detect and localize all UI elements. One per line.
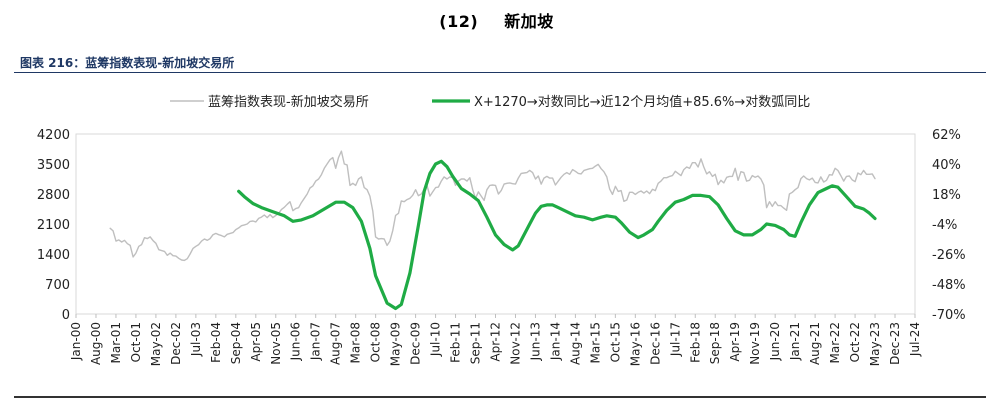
legend-label: 蓝筹指数表现-新加坡交易所 <box>208 94 369 110</box>
left-tick-label: 0 <box>62 308 70 323</box>
x-tick-label: May-02 <box>149 322 163 366</box>
x-tick-label: Mar-15 <box>588 322 602 363</box>
section-title: 新加坡 <box>504 12 554 31</box>
x-tick-label: Nov-19 <box>748 322 762 365</box>
x-axis: Jan-00 Aug-00 Mar-01 Oct-01 May-02 Dec-02 Jul-… <box>69 314 922 366</box>
x-tick-label: Aug-21 <box>808 322 822 365</box>
x-tick-label: Oct-22 <box>848 322 862 362</box>
left-y-axis: 0 700 1400 2100 2800 3500 4200 <box>37 128 70 323</box>
x-tick-label: Feb-18 <box>688 322 702 363</box>
x-tick-label: Jul-24 <box>908 322 922 357</box>
x-tick-label: Oct-01 <box>129 322 143 362</box>
right-tick-label: -70% <box>932 308 966 323</box>
x-tick-label: Jan-14 <box>548 322 562 361</box>
x-tick-label: Mar-01 <box>109 322 123 363</box>
plot-frame <box>75 133 916 315</box>
x-tick-label: Jan-21 <box>788 322 802 361</box>
x-tick-label: Apr-19 <box>728 322 742 362</box>
x-tick-label: May-09 <box>389 322 403 366</box>
x-tick-label: Mar-08 <box>349 322 363 363</box>
top-divider <box>14 72 986 73</box>
section-number: (12) <box>439 12 479 31</box>
x-tick-label: Sep-18 <box>708 322 722 364</box>
x-tick-label: Jul-03 <box>189 322 203 357</box>
x-tick-label: Jan-00 <box>69 322 83 361</box>
left-tick-label: 2100 <box>37 218 70 233</box>
x-tick-label: Mar-22 <box>828 322 842 363</box>
x-tick-label: Jun-06 <box>289 322 303 361</box>
right-tick-label: -48% <box>932 278 966 293</box>
left-tick-label: 3500 <box>37 158 70 173</box>
x-tick-label: Apr-05 <box>249 322 263 362</box>
right-tick-label: 18% <box>932 188 961 203</box>
x-tick-label: Dec-16 <box>648 322 662 365</box>
left-tick-label: 2800 <box>37 188 70 203</box>
x-tick-label: Feb-04 <box>209 322 223 363</box>
right-tick-label: 62% <box>932 128 961 143</box>
x-tick-label: Nov-05 <box>269 322 283 365</box>
series-layer <box>109 150 877 311</box>
figure-title: 图表 216：蓝筹指数表现-新加坡交易所 <box>20 56 235 70</box>
x-tick-label: May-23 <box>868 322 882 366</box>
x-tick-label: Dec-09 <box>409 322 423 365</box>
section-heading: (12) 新加坡 <box>0 8 993 32</box>
indicator-line <box>237 159 877 311</box>
right-tick-label: -26% <box>932 248 966 263</box>
x-tick-label: Dec-23 <box>888 322 902 365</box>
x-tick-label: Oct-15 <box>608 322 622 362</box>
x-tick-label: Jul-17 <box>668 322 682 357</box>
x-tick-label: Apr-12 <box>489 322 503 362</box>
legend: 蓝筹指数表现-新加坡交易所 X+1270→对数同比→近12个月均值+85.6%→对… <box>170 94 810 110</box>
x-tick-label: Jan-07 <box>309 322 323 361</box>
x-tick-label: Aug-07 <box>329 322 343 365</box>
legend-label: X+1270→对数同比→近12个月均值+85.6%→对数弧同比 <box>474 94 810 110</box>
x-tick-label: Sep-04 <box>229 322 243 364</box>
right-tick-label: -4% <box>932 218 957 233</box>
x-tick-label: Jun-13 <box>528 322 542 361</box>
x-tick-label: Oct-08 <box>369 322 383 362</box>
x-tick-label: Feb-11 <box>449 322 463 363</box>
plot-border <box>75 133 916 315</box>
x-tick-label: Dec-02 <box>169 322 183 365</box>
right-tick-label: 40% <box>932 158 961 173</box>
x-tick-label: Jun-20 <box>768 322 782 361</box>
left-tick-label: 700 <box>45 278 70 293</box>
left-tick-label: 1400 <box>37 248 70 263</box>
x-tick-label: Aug-00 <box>89 322 103 365</box>
left-tick-label: 4200 <box>37 128 70 143</box>
right-y-axis: -70% -48% -26% -4% 18% 40% 62% <box>932 128 966 323</box>
x-tick-label: Jul-10 <box>429 322 443 357</box>
x-tick-label: May-16 <box>628 322 642 366</box>
x-tick-label: Sep-11 <box>469 322 483 364</box>
x-tick-label: Aug-14 <box>568 322 582 365</box>
bottom-divider <box>14 396 986 398</box>
x-tick-label: Nov-12 <box>508 322 522 365</box>
index-line <box>109 150 876 262</box>
